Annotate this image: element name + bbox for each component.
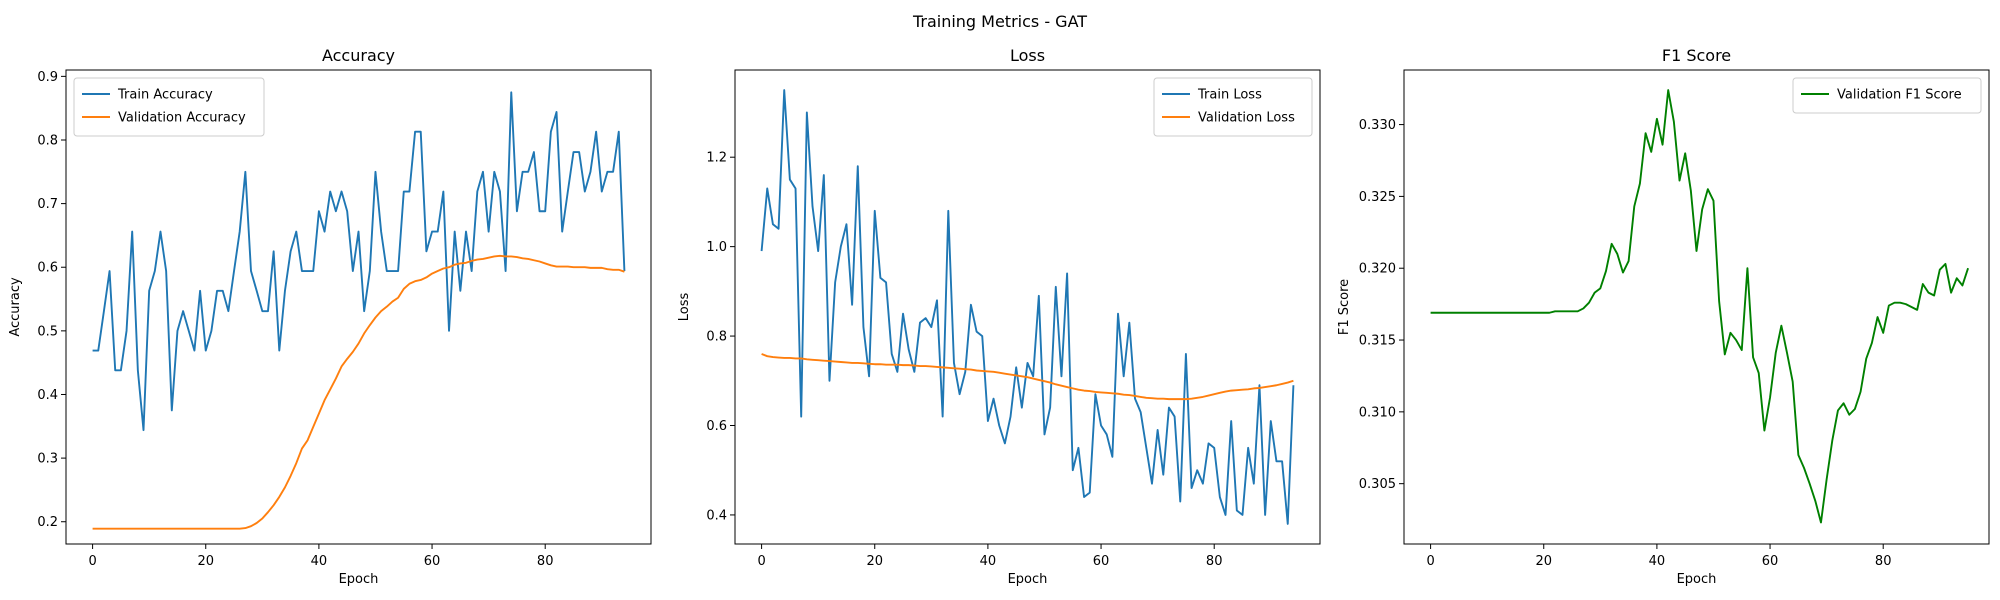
x-tick-label: 60 — [1762, 554, 1779, 569]
chart-panels: Accuracy 0 20 40 60 80 0.2 0.3 0.4 0.5 0.6 0.7 0.8 0.… — [8, 46, 1990, 587]
x-tick-label: 20 — [866, 554, 883, 569]
axes-frame — [734, 69, 1321, 545]
series-line-validation-f1-score — [1430, 89, 1969, 524]
y-tick-label: 0.4 — [706, 508, 727, 523]
legend-entry: Validation F1 Score — [1837, 88, 1962, 103]
chart-title: Accuracy — [322, 46, 395, 65]
legend-entry: Validation Loss — [1198, 111, 1295, 126]
y-tick-label: 1.2 — [706, 151, 727, 166]
axes-frame — [65, 69, 652, 545]
y-tick-label: 1.0 — [706, 240, 727, 255]
y-axis-label: Loss — [677, 293, 692, 322]
series-line-train-accuracy — [92, 91, 626, 432]
x-axis-label: Epoch — [1677, 572, 1717, 587]
x-tick-label: 80 — [1875, 554, 1892, 569]
y-tick-label: 0.2 — [37, 515, 58, 530]
legend-entry: Train Accuracy — [117, 88, 213, 103]
y-tick-label: 0.330 — [1359, 118, 1396, 133]
legend-entry: Train Loss — [1197, 88, 1262, 103]
x-tick-label: 40 — [311, 554, 328, 569]
x-tick-label: 0 — [1426, 554, 1434, 569]
series-line-validation-accuracy — [92, 254, 625, 530]
y-tick-label: 0.320 — [1359, 262, 1396, 277]
x-tick-label: 20 — [197, 554, 214, 569]
x-tick-label: 80 — [537, 554, 554, 569]
x-tick-label: 40 — [1649, 554, 1666, 569]
x-axis-label: Epoch — [339, 572, 379, 587]
legend-entry: Validation Accuracy — [118, 111, 246, 126]
legend: Validation F1 Score — [1792, 77, 1982, 114]
y-tick-label: 0.7 — [37, 197, 58, 212]
y-tick-label: 0.8 — [37, 133, 58, 148]
y-tick-label: 0.6 — [37, 261, 58, 276]
x-tick-label: 0 — [88, 554, 96, 569]
y-tick-label: 0.4 — [37, 388, 58, 403]
chart-panel-3: F1 Score 0 20 40 60 80 0.305 0.310 0.315 0.320 0.3… — [1337, 46, 1990, 587]
x-tick-label: 60 — [1093, 554, 1110, 569]
y-axis-label: F1 Score — [1337, 279, 1352, 335]
series-line-train-loss — [760, 89, 1295, 525]
x-tick-label: 80 — [1206, 554, 1223, 569]
y-tick-label: 0.6 — [706, 419, 727, 434]
legend-box — [73, 77, 265, 137]
series-line-validation-loss — [761, 353, 1294, 401]
figure-suptitle: Training Metrics - GAT — [912, 12, 1087, 31]
y-tick-label: 0.3 — [37, 452, 58, 467]
y-tick-label: 0.325 — [1359, 190, 1396, 205]
x-tick-label: 40 — [980, 554, 997, 569]
legend: Train Accuracy Validation Accuracy — [73, 77, 265, 137]
chart-panel-2: Loss 0 20 40 60 80 0.4 0.6 0.8 1.0 1.2 Epoch Loss Tra… — [677, 46, 1321, 587]
y-tick-label: 0.310 — [1359, 405, 1396, 420]
chart-panel-1: Accuracy 0 20 40 60 80 0.2 0.3 0.4 0.5 0.6 0.7 0.8 0.… — [8, 46, 652, 587]
chart-title: F1 Score — [1662, 46, 1731, 65]
y-tick-label: 0.305 — [1359, 477, 1396, 492]
y-tick-label: 0.8 — [706, 330, 727, 345]
x-tick-label: 60 — [424, 554, 441, 569]
legend-box — [1153, 77, 1313, 137]
legend: Train Loss Validation Loss — [1153, 77, 1313, 137]
chart-title: Loss — [1010, 46, 1045, 65]
axes-frame — [1403, 69, 1990, 545]
y-axis-label: Accuracy — [8, 277, 23, 337]
x-tick-label: 20 — [1535, 554, 1552, 569]
y-tick-label: 0.9 — [37, 70, 58, 85]
legend-box — [1792, 77, 1982, 114]
y-tick-label: 0.5 — [37, 324, 58, 339]
y-tick-label: 0.315 — [1359, 334, 1396, 349]
x-tick-label: 0 — [757, 554, 765, 569]
x-axis-label: Epoch — [1008, 572, 1048, 587]
